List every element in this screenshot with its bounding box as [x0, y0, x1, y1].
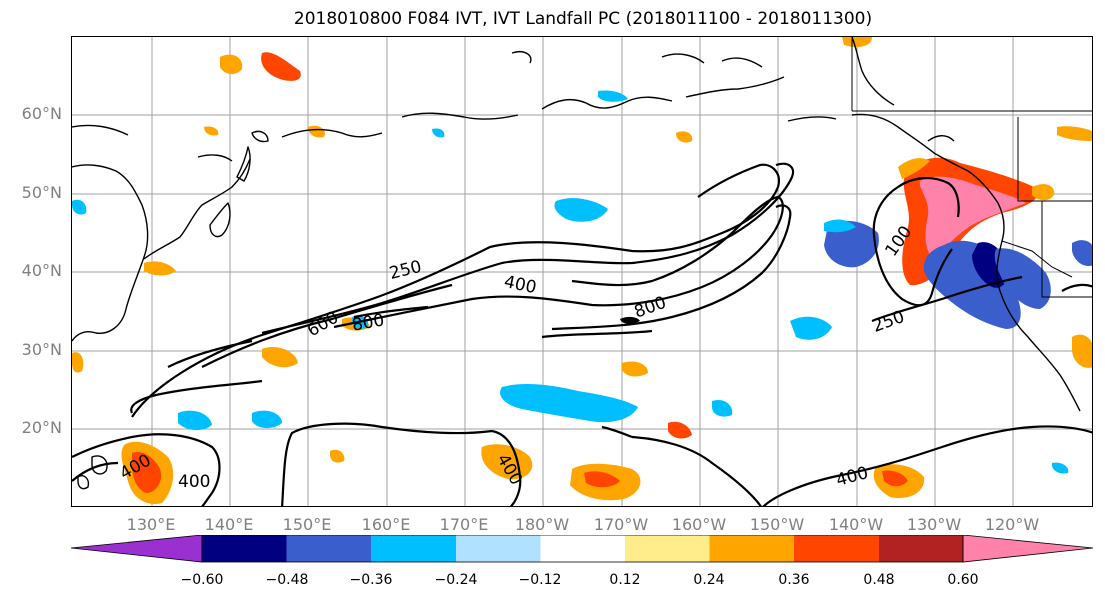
colorbar-segment	[371, 535, 456, 562]
lon-label-130e: 130°E	[126, 515, 176, 534]
borders	[851, 37, 1092, 298]
colorbar-segment	[794, 535, 879, 562]
coastlines	[72, 37, 1081, 490]
lat-label-60n: 60°N	[21, 104, 62, 123]
lat-label-20n: 20°N	[21, 418, 62, 437]
contour-label-250-east: 250	[870, 307, 907, 337]
lon-label-170e: 170°E	[439, 515, 489, 534]
ivt-max-dot	[620, 316, 640, 324]
lon-label-130w: 130°W	[906, 515, 962, 534]
map-canvas: 250 400 600 800 800 400 400 400 400 100 …	[72, 37, 1092, 506]
colorbar-segment-max	[962, 535, 1094, 563]
contour-label-400-se: 400	[834, 463, 871, 491]
colorbar-tick: 0.48	[863, 572, 895, 588]
colorbar-tick: −0.36	[349, 572, 393, 588]
colorbar-segment	[286, 535, 371, 562]
map-title: 2018010800 F084 IVT, IVT Landfall PC (20…	[293, 9, 873, 29]
colorbar-segment	[625, 535, 710, 562]
colorbar-tick: −0.60	[180, 572, 224, 588]
contour-label-400-sw2: 400	[178, 472, 210, 492]
contour-label-800-west: 800	[351, 310, 386, 335]
lon-label-150e: 150°E	[282, 515, 332, 534]
lon-label-140e: 140°E	[204, 515, 254, 534]
colorbar-segment	[456, 535, 541, 562]
colorbar-segment	[709, 535, 794, 562]
colorbar-tick: −0.12	[518, 572, 562, 588]
colorbar-segment	[879, 535, 963, 562]
colorbar-tick: 0.60	[947, 572, 979, 588]
map-panel: 250 400 600 800 800 400 400 400 400 100 …	[71, 36, 1093, 507]
colorbar	[71, 535, 1094, 563]
negative-shading	[72, 90, 1092, 474]
lon-label-170w: 170°W	[593, 515, 649, 534]
colorbar-tick: 0.12	[609, 572, 641, 588]
contour-label-600: 600	[304, 308, 342, 342]
lon-label-160e: 160°E	[361, 515, 411, 534]
lon-label-120w: 120°W	[984, 515, 1040, 534]
lon-label-180w: 180°W	[514, 515, 570, 534]
ivt-contours	[72, 162, 1092, 506]
lon-label-150w: 150°W	[749, 515, 805, 534]
lat-label-50n: 50°N	[21, 183, 62, 202]
lat-label-30n: 30°N	[21, 340, 62, 359]
lat-label-40n: 40°N	[21, 261, 62, 280]
colorbar-tick: −0.24	[434, 572, 478, 588]
colorbar-segment-min	[71, 535, 203, 563]
contour-label-400-mid: 400	[502, 272, 538, 298]
colorbar-tick: 0.24	[693, 572, 725, 588]
lon-label-140w: 140°W	[828, 515, 884, 534]
colorbar-segment	[202, 535, 287, 562]
lon-label-160w: 160°W	[671, 515, 727, 534]
colorbar-segment	[540, 535, 625, 562]
colorbar-tick: 0.36	[778, 572, 810, 588]
colorbar-tick: −0.48	[265, 572, 309, 588]
